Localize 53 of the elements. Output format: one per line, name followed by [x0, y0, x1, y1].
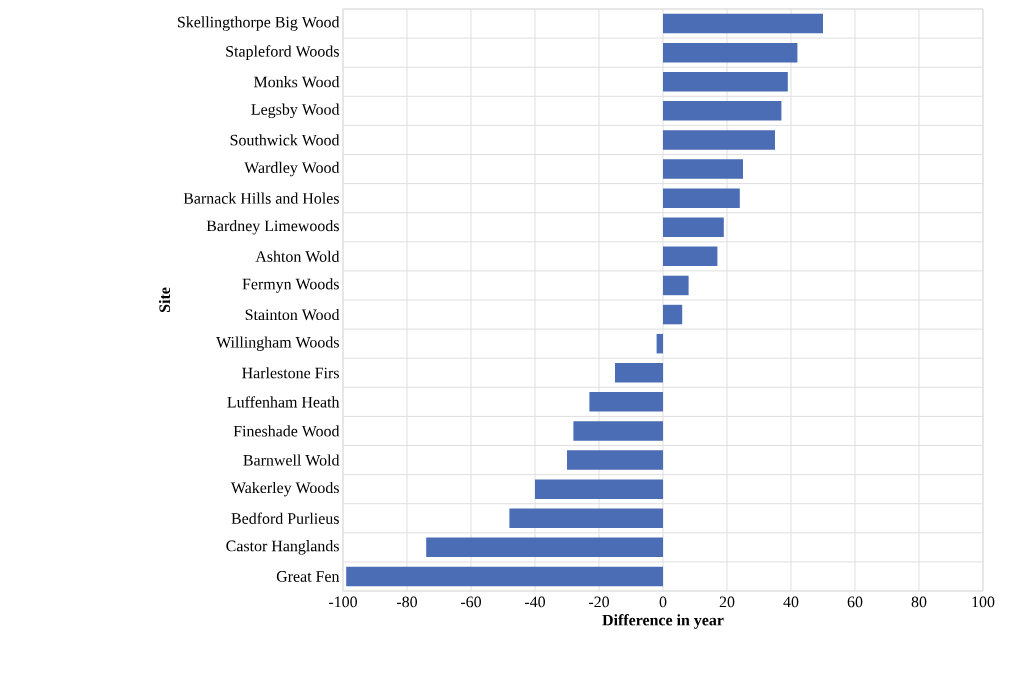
y-tick-label: Legsby Wood: [251, 103, 340, 119]
y-tick-label: Barnack Hills and Holes: [183, 192, 339, 204]
y-tick-label: Harlestone Firs: [242, 367, 339, 379]
bar: [663, 275, 689, 296]
bar: [573, 421, 663, 441]
bar: [663, 246, 718, 267]
bar: [663, 304, 683, 325]
bar: [589, 392, 663, 412]
bar: [663, 130, 776, 150]
x-tick-label: 100: [972, 596, 995, 608]
bar: [663, 159, 744, 179]
bar: [535, 479, 663, 499]
y-tick-label: Bardney Limewoods: [206, 220, 339, 235]
y-tick-label: Wardley Wood: [244, 161, 340, 177]
x-tick-label: -40: [524, 596, 546, 608]
y-tick-label: Castor Hanglands: [226, 540, 339, 555]
y-axis-title: Site: [158, 287, 171, 312]
x-tick-label: -60: [460, 596, 482, 608]
x-tick-label: -100: [328, 596, 357, 608]
y-tick-label: Skellingthorpe Big Wood: [178, 16, 340, 31]
x-tick-label: 20: [719, 596, 735, 608]
bar: [426, 537, 663, 558]
bar: [663, 188, 740, 208]
y-tick-label: Ashton Wold: [255, 250, 340, 262]
bar: [663, 13, 824, 34]
y-tick-label: Wakerley Woods: [230, 481, 339, 497]
y-tick-label: Stainton Wood: [245, 308, 340, 321]
y-tick-label: Willingham Woods: [216, 336, 339, 351]
x-axis-title: Difference in year: [602, 614, 724, 629]
y-tick-label: Fermyn Woods: [242, 278, 339, 293]
x-tick-label: 0: [659, 596, 667, 608]
y-tick-label: Great Fen: [276, 571, 340, 582]
bar: [663, 72, 788, 92]
bar: [346, 566, 663, 587]
bar: [663, 42, 798, 63]
y-tick-label: Fineshade Wood: [233, 425, 340, 437]
bar: [509, 508, 663, 529]
bar: [656, 333, 663, 354]
y-tick-label: Luffenham Heath: [227, 396, 340, 408]
y-tick-label: Southwick Wood: [230, 134, 340, 146]
bar: [567, 450, 663, 470]
y-tick-label: Stapleford Woods: [226, 45, 339, 60]
x-tick-label: -20: [588, 596, 610, 608]
x-tick-label: 80: [911, 596, 927, 608]
bar: [663, 217, 724, 237]
x-tick-label: 60: [847, 596, 863, 608]
y-tick-label: Bedford Purlieus: [231, 512, 339, 524]
y-tick-label: Monks Wood: [253, 76, 340, 88]
bar: [663, 101, 782, 121]
x-tick-label: 40: [783, 596, 799, 608]
bar: [615, 363, 663, 383]
x-tick-label: -80: [396, 596, 418, 608]
y-tick-label: Barnwell Wold: [243, 454, 340, 466]
